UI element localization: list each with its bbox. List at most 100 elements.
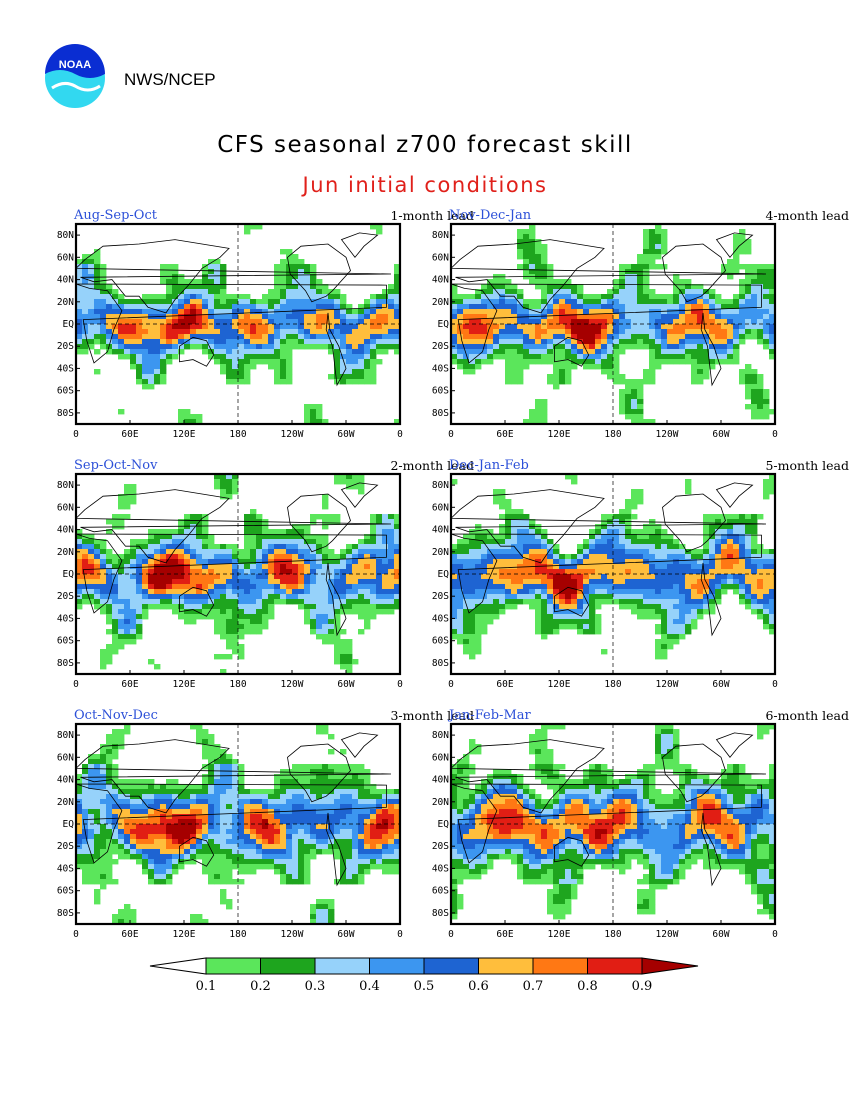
lon-tick-label: 180 <box>229 929 246 940</box>
lat-tick-label: 60N <box>432 502 449 513</box>
colorbar-label: 0.9 <box>632 979 653 994</box>
lat-tick-label: EQ <box>438 569 450 580</box>
panel-lead: 3-month lead <box>390 708 474 723</box>
lat-tick-label: 40S <box>57 613 74 624</box>
map-panel: 80N 60N 40N 20N EQ 20S 40S 60S 80S 0 60E 120E 180 120… <box>432 458 849 690</box>
lon-tick-label: 60W <box>337 679 354 690</box>
lon-tick-label: 120W <box>281 929 304 940</box>
lat-tick-label: 80S <box>57 658 74 669</box>
lat-tick-label: 60N <box>57 252 74 263</box>
skill-map: 80N 60N 40N 20N EQ 20S 40S 60S 80S 0 60E 120E 180 120… <box>57 472 403 690</box>
lat-tick-label: 60S <box>57 636 74 647</box>
lat-tick-label: 20S <box>432 841 449 852</box>
lon-tick-label: 120E <box>173 429 196 440</box>
lon-tick-label: 60W <box>712 429 729 440</box>
colorbar-swatch <box>369 957 425 975</box>
colorbar-label: 0.2 <box>250 979 271 994</box>
lat-tick-label: 40N <box>432 775 449 786</box>
lat-tick-label: 60N <box>432 752 449 763</box>
lat-tick-label: 80N <box>57 230 74 241</box>
lon-tick-label: 60W <box>712 679 729 690</box>
skill-map: 80N 60N 40N 20N EQ 20S 40S 60S 80S 0 60E 120E 180 120… <box>57 722 403 940</box>
logo-text: NOAA <box>59 59 91 71</box>
colorbar-high-triangle <box>641 957 699 975</box>
lat-tick-label: 80S <box>432 408 449 419</box>
colorbar-swatch <box>423 957 479 975</box>
lon-tick-label: 60W <box>337 929 354 940</box>
lon-tick-label: 120W <box>656 679 679 690</box>
coastlines <box>75 732 392 887</box>
lat-tick-label: 60S <box>432 886 449 897</box>
colorbar-swatch <box>478 957 534 975</box>
lat-tick-label: 40N <box>57 775 74 786</box>
lon-tick-label: 0 <box>73 429 79 440</box>
coastlines <box>450 732 767 887</box>
lon-tick-label: 120W <box>281 429 304 440</box>
panel-lead: 5-month lead <box>765 458 849 473</box>
panel-season: Oct-Nov-Dec <box>74 708 158 723</box>
lat-tick-label: 20S <box>432 341 449 352</box>
lat-tick-label: 20S <box>57 841 74 852</box>
lat-tick-label: 80N <box>432 230 449 241</box>
colorbar-swatch <box>205 957 261 975</box>
colorbar-low-triangle <box>149 957 207 975</box>
lat-tick-label: 20N <box>57 547 74 558</box>
lon-tick-label: 0 <box>397 679 403 690</box>
lon-tick-label: 120E <box>173 679 196 690</box>
lon-tick-label: 0 <box>448 679 454 690</box>
lat-tick-label: 60S <box>57 886 74 897</box>
lon-tick-label: 120E <box>548 679 571 690</box>
skill-field <box>76 724 401 925</box>
lon-tick-label: 120W <box>656 929 679 940</box>
lat-tick-label: 80S <box>57 908 74 919</box>
lat-tick-label: 20N <box>432 547 449 558</box>
lat-tick-label: 40S <box>57 863 74 874</box>
lon-tick-label: 180 <box>604 929 621 940</box>
colorbar-swatch <box>532 957 588 975</box>
lon-tick-label: 0 <box>73 929 79 940</box>
colorbar-swatch <box>587 957 643 975</box>
lat-tick-label: 60S <box>57 386 74 397</box>
colorbar-swatch <box>260 957 316 975</box>
lat-tick-label: 40S <box>432 613 449 624</box>
skill-map: 80N 60N 40N 20N EQ 20S 40S 60S 80S 0 60E 120E 180 120… <box>57 222 403 440</box>
colorbar-label: 0.8 <box>577 979 598 994</box>
lat-tick-label: 40N <box>432 275 449 286</box>
map-panel: 80N 60N 40N 20N EQ 20S 40S 60S 80S 0 60E 120E 180 120… <box>432 708 849 940</box>
lat-tick-label: 80N <box>432 480 449 491</box>
colorbar-label: 0.3 <box>305 979 326 994</box>
panel-season: Jan-Feb-Mar <box>449 708 531 723</box>
lat-tick-label: 80S <box>432 908 449 919</box>
figure-title: CFS seasonal z700 forecast skill <box>217 132 633 158</box>
coastlines <box>75 482 392 637</box>
lat-tick-label: 40S <box>432 363 449 374</box>
agency-label: NWS/NCEP <box>124 70 216 89</box>
lon-tick-label: 120W <box>281 679 304 690</box>
map-panel: 80N 60N 40N 20N EQ 20S 40S 60S 80S 0 60E 120E 180 120… <box>432 208 849 440</box>
lat-tick-label: 40S <box>57 363 74 374</box>
lat-tick-label: 20S <box>432 591 449 602</box>
lat-tick-label: 40N <box>57 275 74 286</box>
skill-field <box>451 724 776 920</box>
lat-tick-label: 20S <box>57 341 74 352</box>
map-panel: 80N 60N 40N 20N EQ 20S 40S 60S 80S 0 60E 120E 180 120… <box>57 708 474 940</box>
lat-tick-label: 20N <box>57 297 74 308</box>
coastlines <box>75 232 392 387</box>
panel-season: Sep-Oct-Nov <box>74 458 158 473</box>
lon-tick-label: 120W <box>656 429 679 440</box>
lon-tick-label: 120E <box>548 429 571 440</box>
lon-tick-label: 120E <box>173 929 196 940</box>
panel-lead: 4-month lead <box>765 208 849 223</box>
lon-tick-label: 0 <box>448 929 454 940</box>
lon-tick-label: 180 <box>229 679 246 690</box>
coastlines <box>450 482 767 637</box>
colorbar-label: 0.5 <box>414 979 435 994</box>
lon-tick-label: 60E <box>496 429 513 440</box>
lon-tick-label: 0 <box>772 929 778 940</box>
lon-tick-label: 180 <box>604 679 621 690</box>
skill-field <box>451 474 776 660</box>
panel-season: Aug-Sep-Oct <box>74 208 157 223</box>
colorbar-label: 0.7 <box>523 979 544 994</box>
lat-tick-label: EQ <box>438 319 450 330</box>
lat-tick-label: 60N <box>57 502 74 513</box>
